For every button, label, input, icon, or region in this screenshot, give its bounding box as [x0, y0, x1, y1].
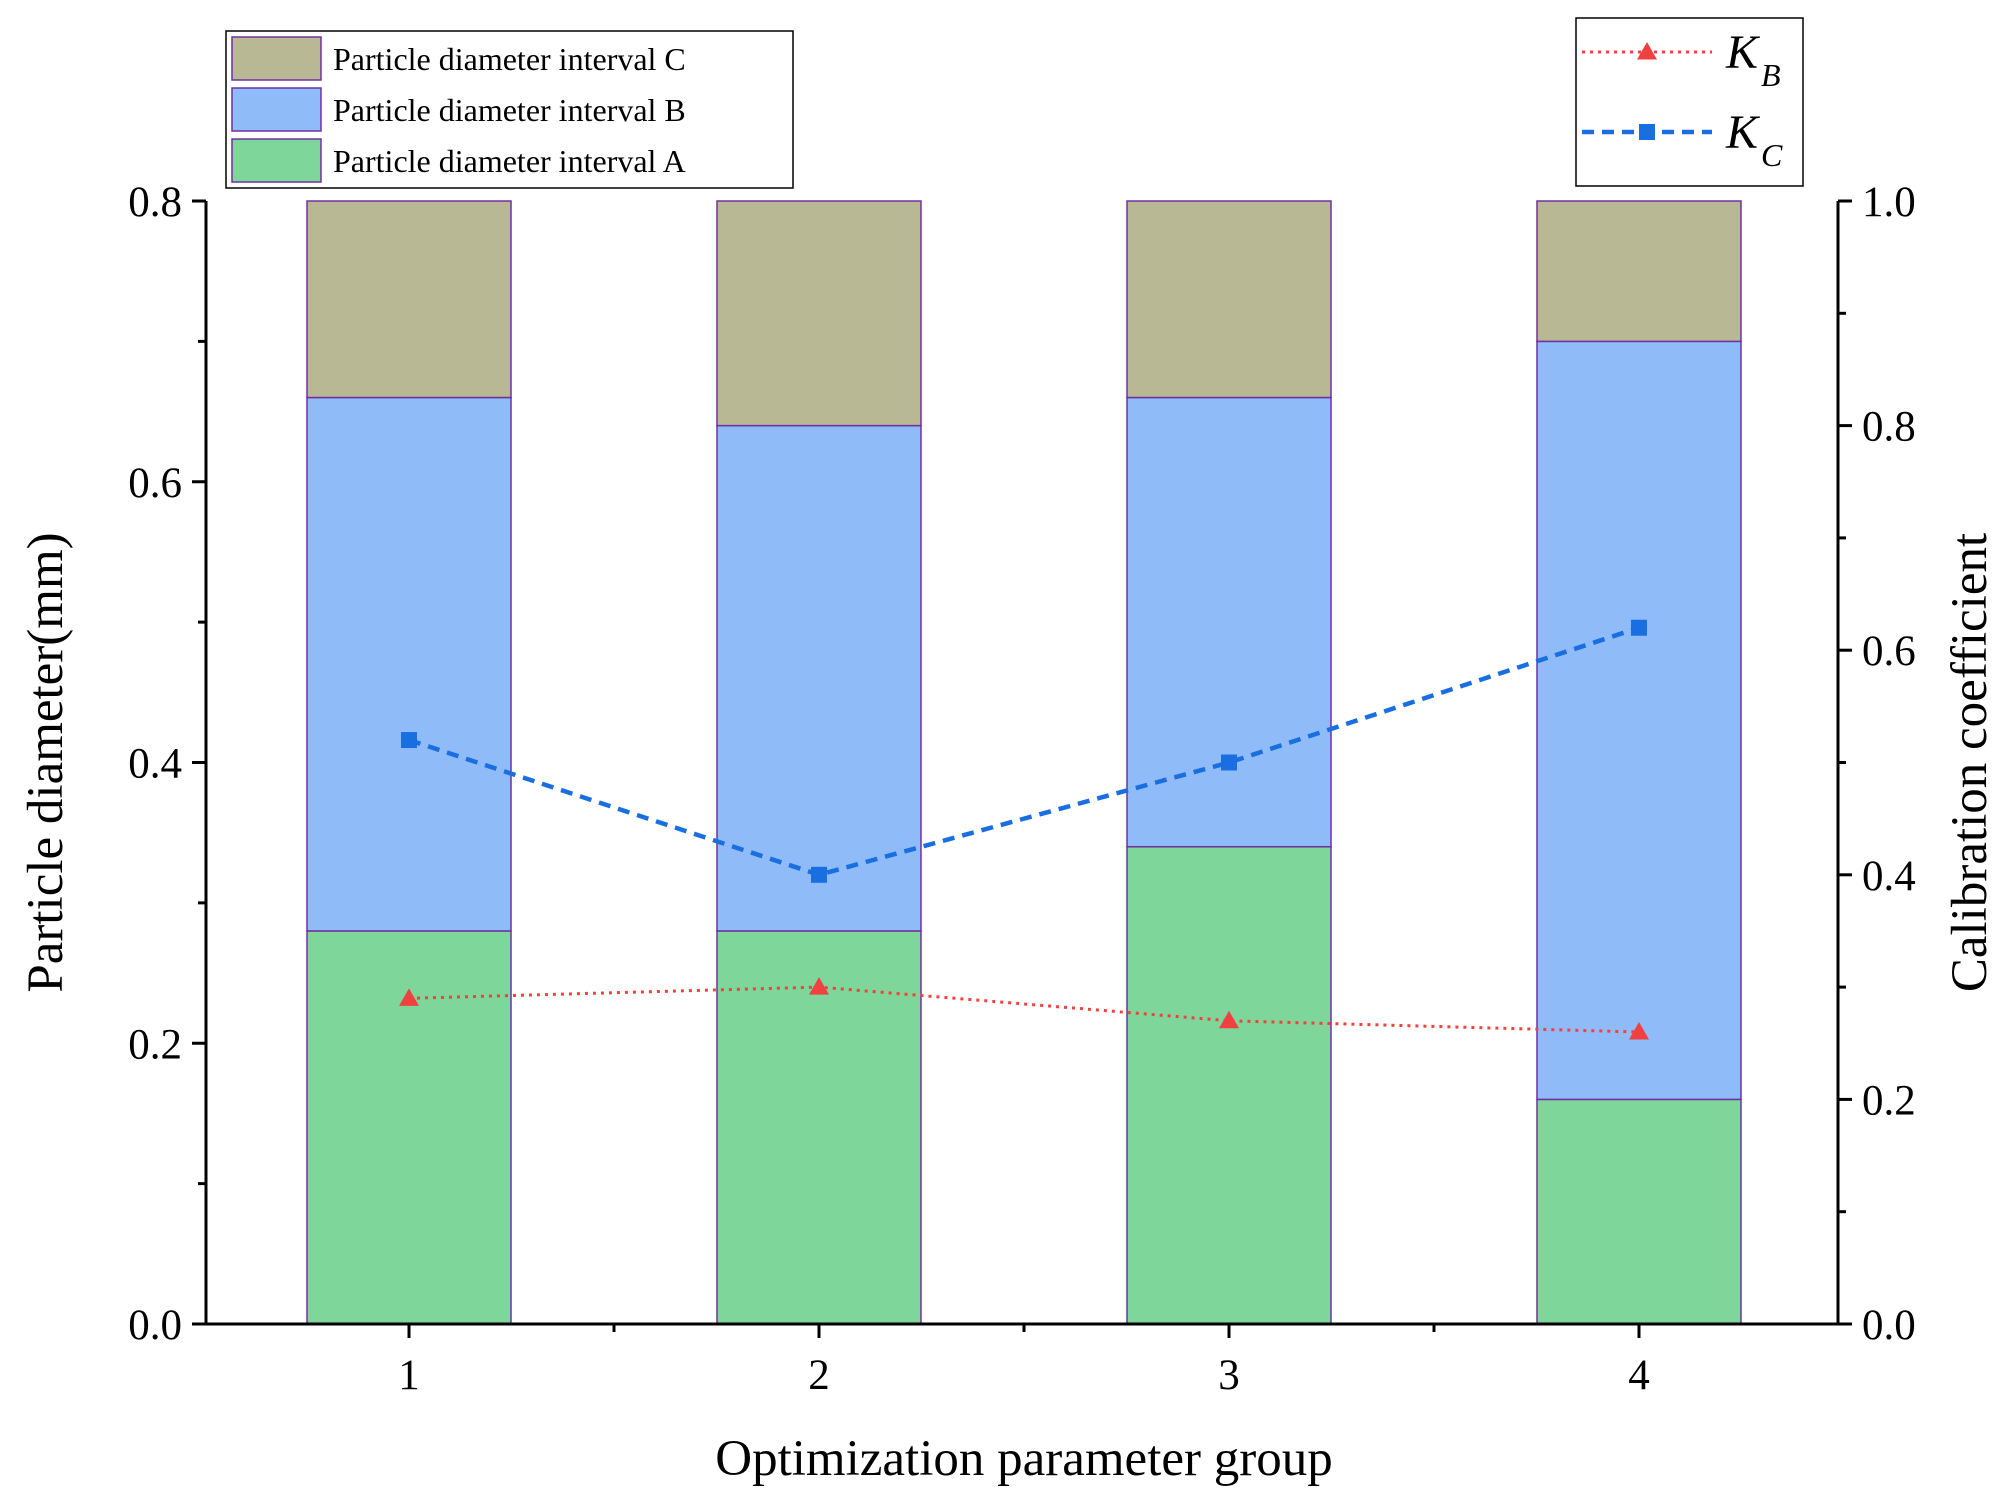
legend-marker-kb: [1637, 42, 1657, 60]
x-tick-label: 2: [808, 1352, 830, 1399]
legend-label-kb: K: [1725, 26, 1761, 79]
bar-c-group-1: [306, 200, 512, 399]
x-tick-label: 4: [1628, 1352, 1650, 1399]
marker-kb-3: [1219, 1010, 1239, 1029]
legend-subscript-kb: B: [1761, 57, 1781, 93]
y-tick-label-right: 1.0: [1862, 179, 1916, 226]
y-tick-label-left: 0.2: [128, 1021, 182, 1068]
legend-layer: Particle diameter interval C Particle dia…: [225, 17, 1804, 189]
marker-kc-2: [811, 866, 827, 883]
bar-b-group-1: [306, 396, 512, 932]
y-tick-label-right: 0.2: [1862, 1077, 1916, 1124]
bar-a-group-3: [1126, 845, 1332, 1325]
y-axis-title-left: Particle diameter(mm): [18, 532, 74, 992]
y-axis-title-right: Calibration coefficient: [1942, 533, 1998, 992]
axes-layer: 0.0 0.2 0.4 0.6 0.8 0.0 0.2 0.4 0.6 0.8 1.0 1 2 3 4 Opt…: [18, 179, 1998, 1487]
y-tick-label-left: 0.0: [128, 1302, 182, 1349]
y-tick-label-left: 0.4: [128, 741, 182, 788]
legend-label-b: Particle diameter interval B: [333, 92, 686, 128]
bar-b-group-3: [1126, 396, 1332, 848]
bars-layer: [306, 200, 1742, 1325]
legend-swatch-a: [231, 138, 322, 183]
bar-c-group-3: [1126, 200, 1332, 399]
bar-a-group-2: [716, 930, 922, 1325]
legend-label-a: Particle diameter interval A: [333, 143, 686, 179]
x-tick-label: 3: [1218, 1352, 1240, 1399]
y-tick-label-left: 0.8: [128, 179, 182, 226]
marker-kb-2: [809, 977, 829, 995]
legend-marker-kc: [1639, 124, 1655, 140]
legend-label-c: Particle diameter interval C: [333, 41, 686, 77]
bar-c-group-4: [1536, 200, 1742, 343]
y-tick-label-right: 0.4: [1862, 853, 1916, 900]
marker-kc-1: [401, 732, 417, 749]
legend-swatch-c: [231, 36, 322, 81]
y-tick-label-right: 0.6: [1862, 628, 1916, 675]
bar-a-group-4: [1536, 1098, 1742, 1325]
legend-subscript-kc: C: [1761, 137, 1783, 173]
marker-kb-1: [399, 988, 419, 1006]
x-axis-title: Optimization parameter group: [715, 1431, 1332, 1487]
bar-c-group-2: [716, 200, 922, 427]
legend-label-kc: K: [1725, 106, 1761, 159]
marker-kc-3: [1221, 754, 1237, 771]
legend-swatch-b: [231, 87, 322, 132]
line-kb: [408, 985, 1640, 1034]
marker-kb-4: [1629, 1022, 1649, 1040]
y-tick-label-left: 0.6: [128, 460, 182, 507]
marker-kc-4: [1631, 619, 1647, 636]
y-tick-label-right: 0.8: [1862, 404, 1916, 451]
line-kc: [408, 625, 1640, 878]
bar-b-group-4: [1536, 340, 1742, 1101]
legend-lines-box: [1575, 17, 1804, 187]
x-tick-label: 1: [398, 1352, 420, 1399]
lines-layer: [399, 619, 1649, 1040]
y-tick-label-right: 0.0: [1862, 1302, 1916, 1349]
